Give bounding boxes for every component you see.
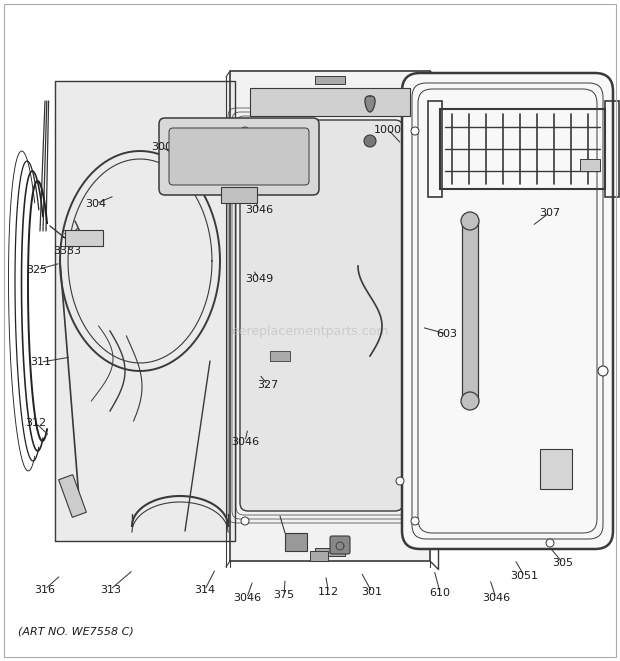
Text: 307: 307 bbox=[539, 208, 560, 218]
Text: 3046: 3046 bbox=[231, 436, 259, 447]
Circle shape bbox=[411, 517, 419, 525]
Text: 312: 312 bbox=[25, 418, 46, 428]
Bar bbox=[65, 230, 103, 246]
Text: 3046: 3046 bbox=[232, 593, 261, 603]
Text: 3046: 3046 bbox=[482, 593, 510, 603]
Text: 327: 327 bbox=[257, 379, 278, 390]
FancyBboxPatch shape bbox=[402, 73, 613, 549]
Text: 603: 603 bbox=[436, 329, 457, 339]
Circle shape bbox=[396, 477, 404, 485]
Text: 3046: 3046 bbox=[245, 205, 273, 215]
FancyBboxPatch shape bbox=[159, 118, 319, 195]
Bar bbox=[315, 76, 345, 84]
FancyBboxPatch shape bbox=[240, 120, 403, 511]
Circle shape bbox=[546, 539, 554, 547]
Text: 311: 311 bbox=[30, 357, 51, 368]
Text: 325: 325 bbox=[27, 264, 48, 275]
Text: 380: 380 bbox=[61, 230, 82, 241]
Text: 3333: 3333 bbox=[53, 246, 81, 256]
Circle shape bbox=[461, 212, 479, 230]
Bar bbox=[440, 109, 605, 189]
Circle shape bbox=[241, 517, 249, 525]
Bar bbox=[580, 159, 600, 171]
Text: (ART NO. WE7558 C): (ART NO. WE7558 C) bbox=[18, 626, 134, 636]
Text: 313: 313 bbox=[100, 584, 121, 595]
Bar bbox=[540, 449, 572, 489]
Circle shape bbox=[461, 392, 479, 410]
FancyBboxPatch shape bbox=[169, 128, 309, 185]
Circle shape bbox=[364, 135, 376, 147]
Circle shape bbox=[598, 366, 608, 376]
Text: 305: 305 bbox=[552, 558, 574, 568]
Text: 301: 301 bbox=[361, 587, 383, 598]
Text: eereplacementparts.com: eereplacementparts.com bbox=[231, 325, 389, 338]
Text: 3049: 3049 bbox=[245, 274, 273, 284]
Bar bbox=[315, 548, 345, 556]
Bar bbox=[221, 187, 257, 203]
Circle shape bbox=[241, 127, 249, 135]
Polygon shape bbox=[365, 96, 375, 112]
Bar bbox=[428, 101, 442, 197]
Bar bbox=[310, 551, 328, 561]
Text: 304: 304 bbox=[86, 198, 107, 209]
Bar bbox=[270, 351, 290, 361]
Polygon shape bbox=[230, 71, 430, 561]
Bar bbox=[59, 475, 86, 518]
Bar bbox=[462, 221, 478, 401]
Text: 610: 610 bbox=[430, 588, 451, 598]
Text: 314: 314 bbox=[194, 585, 215, 596]
Polygon shape bbox=[55, 81, 235, 541]
Text: 3051: 3051 bbox=[510, 571, 539, 582]
Text: 1000: 1000 bbox=[374, 124, 402, 135]
Text: 300: 300 bbox=[151, 141, 172, 152]
Text: 112: 112 bbox=[318, 587, 339, 598]
Bar bbox=[605, 101, 619, 197]
Text: 375: 375 bbox=[273, 590, 294, 600]
Circle shape bbox=[411, 127, 419, 135]
Bar bbox=[250, 88, 410, 116]
Bar bbox=[285, 533, 307, 551]
Text: 316: 316 bbox=[34, 584, 55, 595]
FancyBboxPatch shape bbox=[330, 536, 350, 554]
